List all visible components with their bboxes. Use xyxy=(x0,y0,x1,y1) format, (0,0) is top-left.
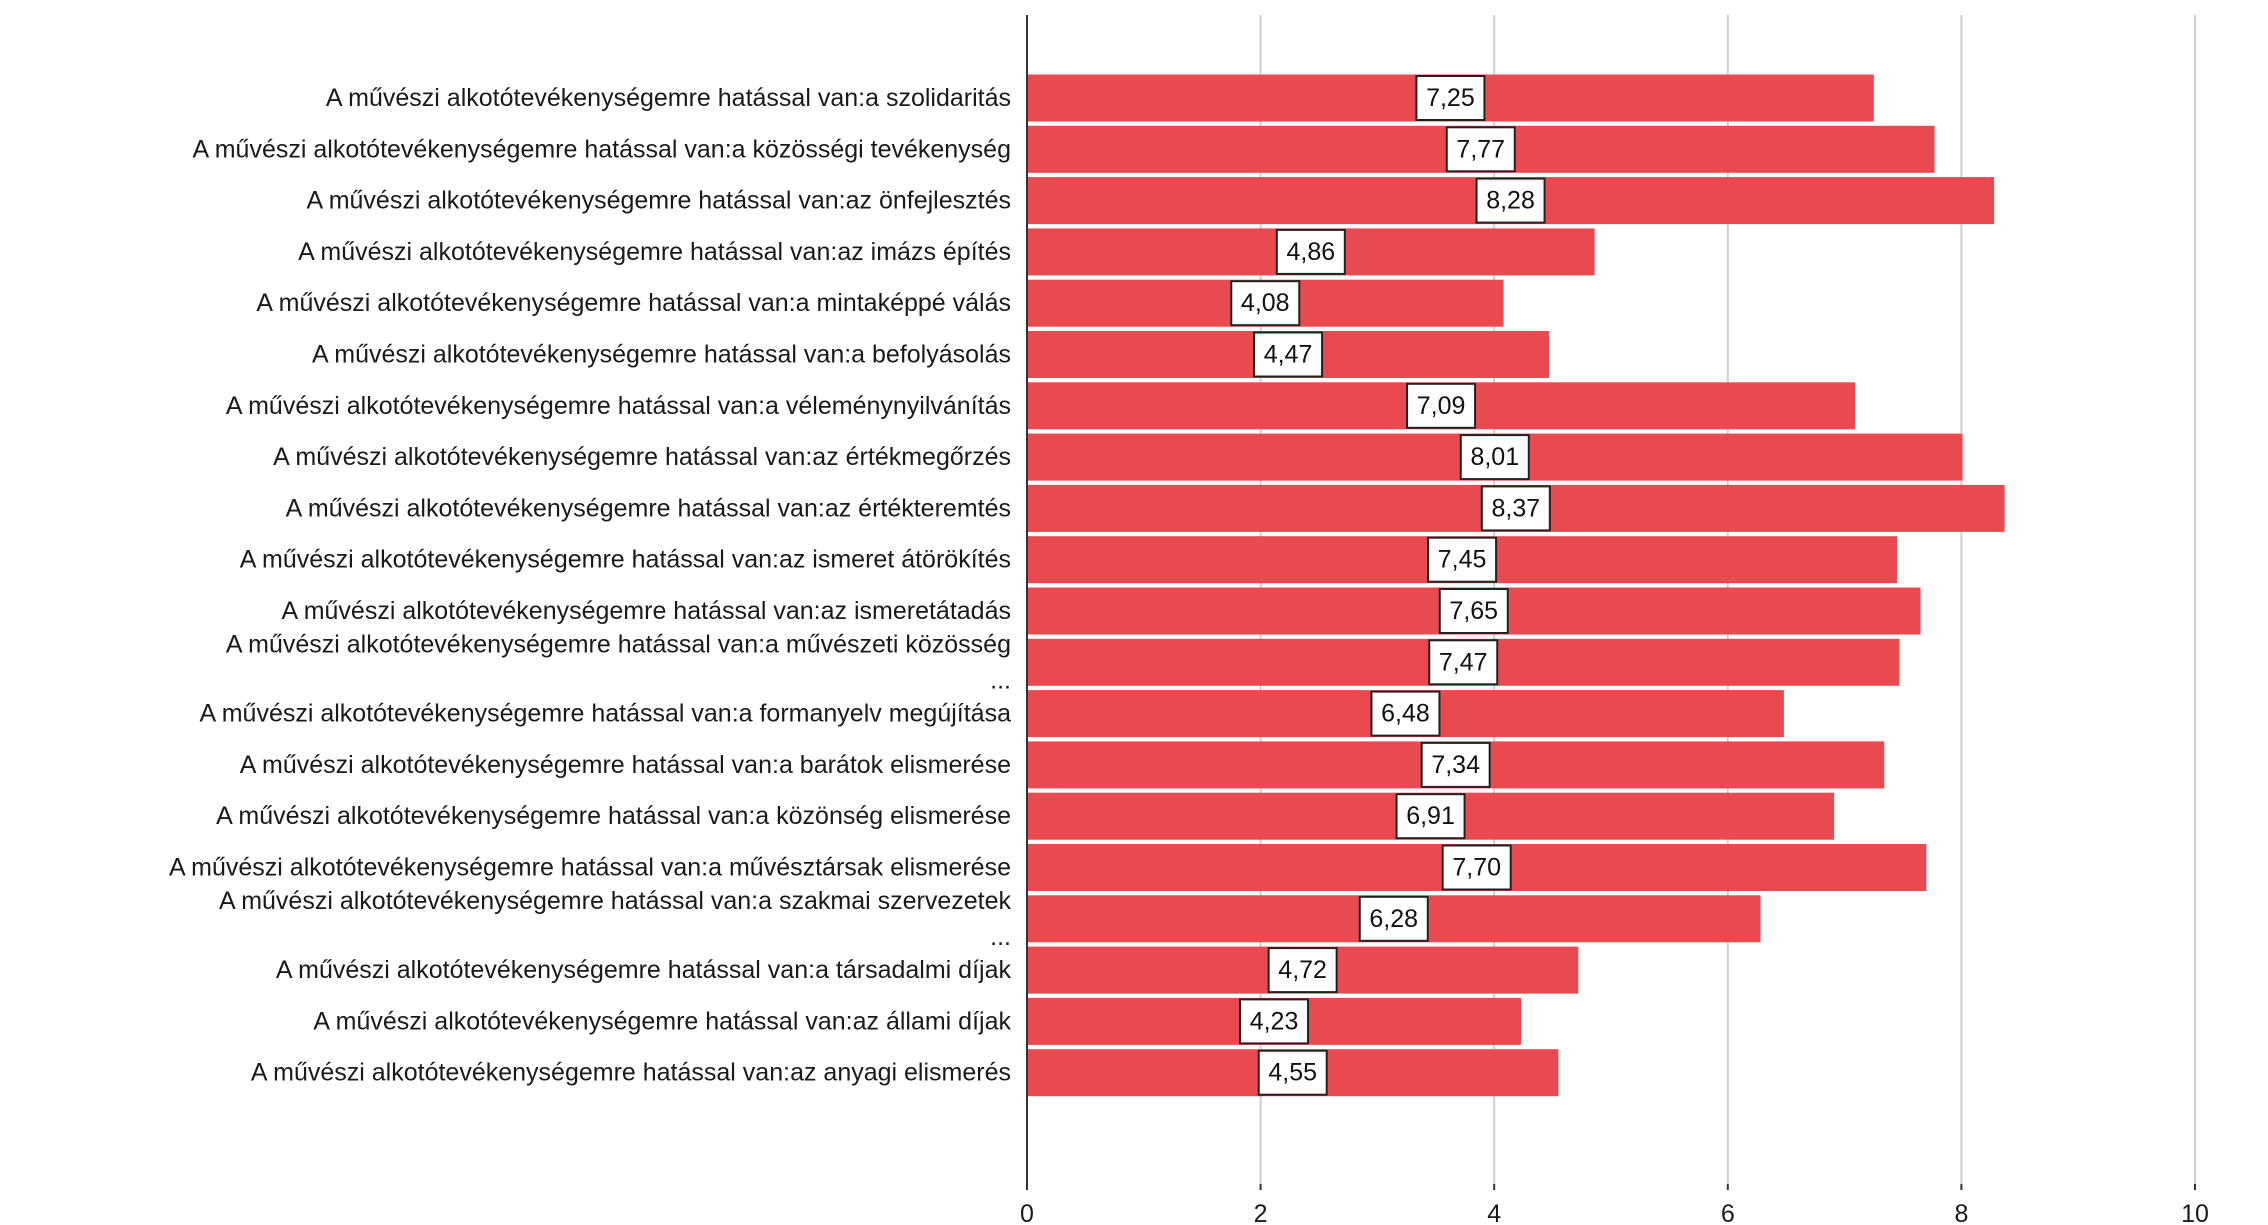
data-label-box xyxy=(1395,793,1466,840)
category-label: A művészi alkotótevékenységemre hatással… xyxy=(240,546,1011,574)
data-label-8: 8,01 xyxy=(1459,434,1530,481)
data-label-box xyxy=(1257,1049,1328,1096)
category-label: A művészi alkotótevékenységemre hatással… xyxy=(273,443,1011,471)
data-label-10: 7,45 xyxy=(1427,536,1498,583)
category-label: A művészi alkotótevékenységemre hatással… xyxy=(226,630,1011,694)
category-label: A művészi alkotótevékenységemre hatással… xyxy=(306,187,1011,215)
data-label-box xyxy=(1441,844,1512,891)
data-label-box xyxy=(1480,485,1551,532)
category-label: A művészi alkotótevékenységemre hatással… xyxy=(192,135,1011,163)
category-label: A művészi alkotótevékenységemre hatással… xyxy=(251,1059,1011,1087)
category-label: A művészi alkotótevékenységemre hatással… xyxy=(240,751,1011,779)
x-tick-label-4: 4 xyxy=(1487,1200,1501,1225)
category-label: A művészi alkotótevékenységemre hatással… xyxy=(226,392,1011,420)
data-label-box xyxy=(1253,331,1324,378)
category-label: A művészi alkotótevékenységemre hatással… xyxy=(216,802,1011,830)
data-label-text: 4,23 xyxy=(1250,1007,1299,1035)
data-label-text: 7,70 xyxy=(1452,854,1501,882)
data-label-4: 4,86 xyxy=(1275,228,1346,275)
data-label-box xyxy=(1475,177,1546,224)
data-labels: 7,25 7,77 8,28 4,86 4,08 4,47 7,098,01 8,377,45… xyxy=(1230,75,1551,1096)
data-label-7: 7,09 xyxy=(1406,382,1477,429)
data-label-box xyxy=(1445,126,1516,173)
x-tick-labels: 0 2 4 6 8 10 xyxy=(1020,1200,2209,1225)
data-label-3: 8,28 xyxy=(1475,177,1546,224)
axes xyxy=(1026,15,2196,1190)
category-label: A művészi alkotótevékenységemre hatással… xyxy=(219,887,1012,951)
data-label-5: 4,08 xyxy=(1230,280,1301,327)
data-label-2: 7,77 xyxy=(1445,126,1516,173)
category-label: A művészi alkotótevékenységemre hatással… xyxy=(256,289,1011,317)
data-label-box xyxy=(1427,536,1498,583)
x-tick-label-0: 0 xyxy=(1020,1200,1034,1225)
bars xyxy=(1027,74,2005,1097)
data-label-box xyxy=(1438,588,1509,634)
category-labels: A művészi alkotótevékenységemre hatással… xyxy=(169,84,1012,1087)
category-label: A művészi alkotótevékenységemre hatással… xyxy=(281,597,1011,625)
data-label-17: 6,28 xyxy=(1358,895,1429,942)
data-label-6: 4,47 xyxy=(1253,331,1324,378)
data-label-text: 8,01 xyxy=(1470,443,1519,471)
data-label-14: 7,34 xyxy=(1420,741,1491,788)
data-label-box xyxy=(1428,639,1499,686)
data-label-text: 6,28 xyxy=(1369,905,1418,933)
category-label: A művészi alkotótevékenységemre hatással… xyxy=(313,1007,1011,1035)
data-label-box xyxy=(1239,998,1310,1045)
data-label-box xyxy=(1370,690,1441,737)
data-label-text: 4,55 xyxy=(1268,1059,1317,1087)
data-label-1: 7,25 xyxy=(1415,75,1486,121)
x-tick-label-2: 2 xyxy=(1254,1200,1268,1225)
data-label-box xyxy=(1230,280,1301,327)
data-label-text: 4,08 xyxy=(1241,289,1290,317)
x-tick-label-10: 10 xyxy=(2181,1200,2209,1225)
data-label-box xyxy=(1459,434,1530,481)
category-label: A művészi alkotótevékenységemre hatással… xyxy=(276,956,1012,984)
category-label: A művészi alkotótevékenységemre hatással… xyxy=(199,700,1011,728)
data-label-text: 7,47 xyxy=(1439,648,1488,676)
category-label: A művészi alkotótevékenységemre hatással… xyxy=(326,84,1011,112)
data-label-text: 7,45 xyxy=(1438,546,1487,574)
x-tick-label-6: 6 xyxy=(1721,1200,1735,1225)
data-label-18: 4,72 xyxy=(1267,947,1338,994)
data-label-text: 7,34 xyxy=(1431,751,1480,779)
category-label: A művészi alkotótevékenységemre hatással… xyxy=(312,341,1011,369)
data-label-11: 7,65 xyxy=(1438,588,1509,634)
data-label-box xyxy=(1415,75,1486,121)
data-label-19: 4,23 xyxy=(1239,998,1310,1045)
data-label-13: 6,48 xyxy=(1370,690,1441,737)
data-label-box xyxy=(1358,895,1429,942)
data-label-text: 7,65 xyxy=(1449,597,1498,625)
data-label-text: 4,47 xyxy=(1264,341,1313,369)
category-label: A művészi alkotótevékenységemre hatással… xyxy=(169,854,1011,882)
data-label-text: 4,86 xyxy=(1286,238,1335,266)
data-label-text: 8,28 xyxy=(1486,187,1535,215)
data-label-box xyxy=(1275,228,1346,275)
data-label-text: 7,77 xyxy=(1456,135,1505,163)
category-label: A művészi alkotótevékenységemre hatással… xyxy=(298,238,1011,266)
data-label-text: 7,25 xyxy=(1426,84,1475,112)
data-label-20: 4,55 xyxy=(1257,1049,1328,1096)
data-label-16: 7,70 xyxy=(1441,844,1512,891)
data-label-9: 8,37 xyxy=(1480,485,1551,532)
data-label-text: 4,72 xyxy=(1278,956,1327,984)
data-label-box xyxy=(1420,741,1491,788)
data-label-box xyxy=(1406,382,1477,429)
data-label-box xyxy=(1267,947,1338,994)
data-label-text: 6,48 xyxy=(1381,700,1430,728)
data-label-text: 7,09 xyxy=(1417,392,1466,420)
category-label: A művészi alkotótevékenységemre hatással… xyxy=(286,494,1011,522)
x-tick-label-8: 8 xyxy=(1954,1200,1968,1225)
data-label-15: 6,91 xyxy=(1395,793,1466,840)
data-label-text: 8,37 xyxy=(1491,494,1540,522)
data-label-text: 6,91 xyxy=(1406,802,1455,830)
data-label-12: 7,47 xyxy=(1428,639,1499,686)
